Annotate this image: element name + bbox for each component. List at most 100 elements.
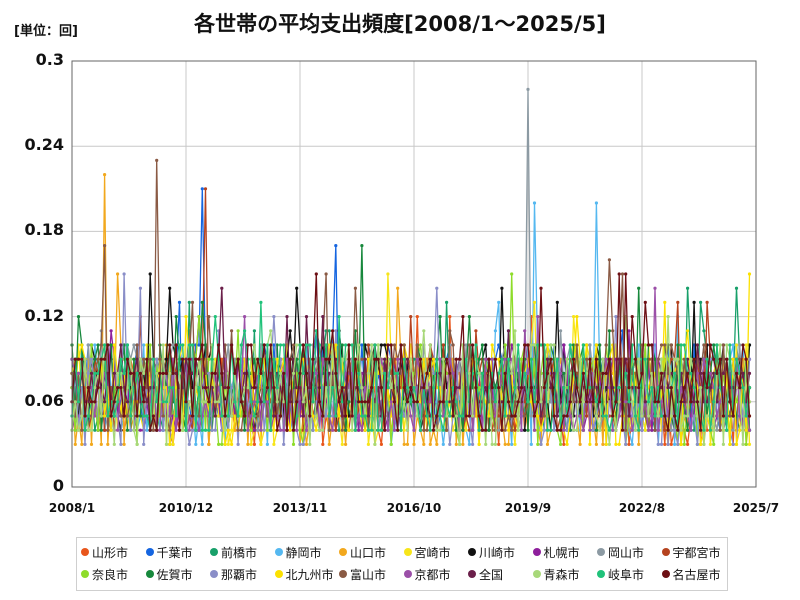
data-point: [438, 371, 442, 375]
legend-label: 全国: [479, 568, 504, 582]
data-point: [532, 414, 537, 418]
data-point: [164, 371, 169, 375]
data-point: [441, 357, 445, 361]
data-point: [265, 414, 269, 418]
data-point: [138, 428, 142, 432]
data-point: [285, 315, 289, 319]
data-point: [233, 414, 237, 418]
data-point: [594, 400, 599, 404]
data-point: [321, 442, 325, 446]
data-point: [190, 428, 195, 432]
data-point: [474, 386, 478, 390]
data-point: [135, 442, 139, 446]
data-point: [122, 442, 126, 446]
data-point: [594, 414, 599, 418]
data-point: [161, 428, 165, 432]
data-point: [93, 357, 97, 361]
data-point: [718, 357, 722, 361]
data-point: [288, 357, 292, 361]
data-point: [174, 343, 178, 347]
data-point: [129, 414, 133, 418]
data-point: [611, 386, 615, 390]
data-point: [383, 428, 387, 432]
data-point: [187, 343, 191, 347]
data-point: [230, 329, 234, 333]
data-point: [601, 357, 605, 361]
data-point: [627, 414, 631, 418]
data-point: [588, 357, 592, 361]
data-point: [360, 386, 364, 390]
data-point: [158, 357, 162, 361]
data-point: [138, 371, 142, 375]
data-point: [607, 258, 612, 262]
data-point: [686, 329, 690, 333]
data-point: [103, 173, 107, 177]
data-point: [624, 357, 628, 361]
data-point: [187, 300, 191, 304]
legend-label: 山口市: [350, 546, 387, 560]
legend-marker-icon: [81, 570, 89, 578]
data-point: [340, 428, 344, 432]
data-point: [275, 357, 279, 361]
data-point: [604, 357, 608, 361]
data-point: [171, 371, 175, 375]
data-point: [484, 357, 488, 361]
legend-label: 富山市: [350, 568, 387, 582]
data-point: [112, 371, 116, 375]
data-point: [712, 428, 716, 432]
data-point: [650, 414, 654, 418]
legend-label: 名古屋市: [672, 568, 721, 582]
data-point: [461, 442, 465, 446]
data-point: [256, 414, 260, 418]
data-point: [581, 428, 586, 432]
data-point: [363, 414, 367, 418]
data-point: [725, 343, 729, 347]
data-point: [337, 315, 341, 319]
data-point: [83, 357, 87, 361]
data-point: [617, 414, 621, 418]
data-point: [415, 400, 419, 404]
data-point: [125, 343, 129, 347]
data-point: [659, 371, 664, 375]
data-point: [282, 442, 286, 446]
data-point: [656, 428, 660, 432]
data-point: [402, 343, 406, 347]
data-point: [669, 386, 673, 390]
data-point: [184, 315, 188, 319]
data-point: [197, 386, 201, 390]
data-point: [376, 343, 380, 347]
data-point: [503, 428, 507, 432]
data-point: [497, 442, 501, 446]
data-point: [389, 400, 393, 404]
data-point: [679, 386, 683, 390]
data-point: [519, 357, 524, 361]
data-point: [314, 428, 318, 432]
data-point: [744, 414, 748, 418]
data-point: [194, 428, 198, 432]
data-point: [448, 315, 452, 319]
legend-item: 全国: [468, 566, 503, 583]
data-point: [389, 343, 393, 347]
data-point: [142, 400, 146, 404]
data-point: [686, 414, 690, 418]
data-point: [376, 428, 380, 432]
data-point: [207, 428, 211, 432]
data-point: [99, 343, 103, 347]
data-point: [334, 371, 338, 375]
data-point: [718, 428, 722, 432]
data-point: [76, 315, 81, 319]
data-point: [291, 428, 296, 432]
data-point: [405, 386, 410, 390]
data-point: [171, 442, 175, 446]
data-point: [702, 428, 706, 432]
data-point: [125, 386, 129, 390]
data-point: [80, 428, 84, 432]
data-point: [96, 357, 100, 361]
data-point: [539, 343, 543, 347]
data-point: [93, 386, 97, 390]
data-point: [396, 286, 400, 290]
data-point: [249, 428, 253, 432]
data-point: [155, 371, 159, 375]
data-point: [741, 442, 745, 446]
data-point: [272, 386, 276, 390]
